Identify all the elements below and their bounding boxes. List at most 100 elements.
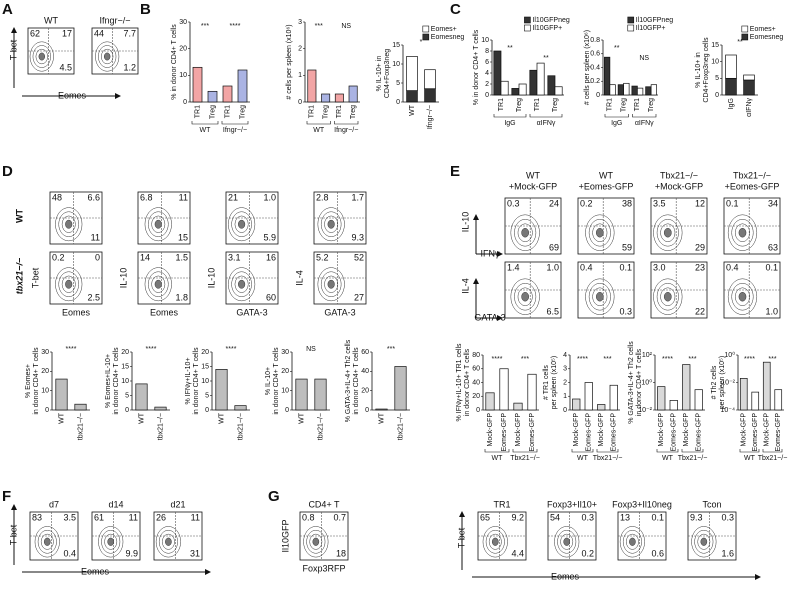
bar xyxy=(511,88,520,96)
contour xyxy=(660,223,676,242)
significance: NS xyxy=(639,55,649,62)
quadrant-value: 3.5 xyxy=(653,198,666,208)
legend-label: Il10GFP+ xyxy=(636,25,666,32)
bar xyxy=(657,386,666,411)
contour xyxy=(65,279,73,289)
plot-title: CD4+ T xyxy=(308,499,340,509)
y-tick-label: 10 xyxy=(711,59,719,66)
bar xyxy=(348,85,358,103)
y-tick-label: 5 xyxy=(125,392,129,399)
bar xyxy=(694,389,703,411)
y-tick-label: 4 xyxy=(563,352,567,359)
legend-label: Eomes+ xyxy=(750,26,776,33)
plot-title: Ifngr−/− xyxy=(99,15,130,25)
plot-title: Tbx21−/− xyxy=(733,170,771,180)
contour xyxy=(592,287,608,306)
x-tick-label: Mock-GFP xyxy=(741,413,748,447)
contour xyxy=(29,41,54,72)
contour xyxy=(55,207,83,242)
bar xyxy=(572,398,581,411)
quadrant-value: 1.8 xyxy=(175,292,188,302)
y-tick-label: 10⁻² xyxy=(638,407,652,414)
quadrant-value: 15 xyxy=(178,232,188,242)
significance: **** xyxy=(226,346,237,353)
quadrant-value: 0.4 xyxy=(580,262,593,272)
contour xyxy=(653,278,683,315)
plot-title: +Eomes-GFP xyxy=(725,181,780,191)
x-tick-label: Ifngr−/− xyxy=(427,105,434,129)
contour xyxy=(585,214,615,251)
quadrant-value: 6.5 xyxy=(546,306,559,316)
bar xyxy=(669,400,678,411)
contour xyxy=(40,533,54,550)
y-tick-label: 15 xyxy=(711,42,719,49)
axis-label: T-bet xyxy=(30,267,40,288)
contour xyxy=(622,529,642,554)
contour xyxy=(663,227,672,238)
quadrant-value: 0.1 xyxy=(619,262,632,272)
quadrant-value: 0 xyxy=(95,252,100,262)
x-tick-label: Mock-GFP xyxy=(683,413,690,447)
contour xyxy=(154,219,162,229)
x-tick-label: TR1 xyxy=(336,105,343,118)
quadrant-value: 18 xyxy=(336,548,346,558)
bar xyxy=(394,366,407,411)
contour xyxy=(557,529,577,554)
legend-label: Il10GFPneg xyxy=(636,17,673,24)
group-bracket xyxy=(191,121,219,125)
contour xyxy=(155,526,181,558)
bar xyxy=(234,405,247,411)
x-tick-label: Mock-GFP xyxy=(598,413,605,447)
axis-label: GATA-3 xyxy=(236,307,267,317)
bar xyxy=(645,86,652,96)
group-label: WT xyxy=(662,455,674,462)
contour xyxy=(35,48,48,65)
contour xyxy=(103,52,111,61)
axis-label: Eomes xyxy=(62,307,91,317)
axis-label: T-bet xyxy=(8,39,18,60)
y-tick-label: 30 xyxy=(281,349,289,356)
y-tick-label: 20 xyxy=(281,368,289,375)
y-axis-label: % IL-10+ xyxy=(265,367,272,395)
x-tick-label: Treg xyxy=(350,105,357,119)
y-tick-label: 10 xyxy=(179,72,187,79)
y-axis-label: # TR1 cells xyxy=(543,365,550,400)
plot-title: Foxp3+Il10neg xyxy=(612,499,672,509)
contour xyxy=(98,526,124,558)
contour xyxy=(596,291,604,302)
significance: *** xyxy=(521,356,529,363)
significance: *** xyxy=(768,356,776,363)
contour xyxy=(521,291,529,302)
y-tick-label: 8 xyxy=(485,48,489,55)
contour xyxy=(697,533,711,550)
group-label: Tbx21−/− xyxy=(678,455,708,462)
axis-label: Eomes xyxy=(81,566,110,576)
contour xyxy=(312,537,320,546)
contour xyxy=(234,275,249,293)
contour xyxy=(663,291,672,302)
y-tick-label: 0.8 xyxy=(590,37,600,44)
contour xyxy=(37,529,57,554)
y-tick-label: 10 xyxy=(392,61,400,68)
x-tick-label: WT xyxy=(58,412,65,424)
contour xyxy=(303,526,329,558)
quadrant-value: 0.3 xyxy=(721,512,734,522)
bar xyxy=(529,69,538,96)
x-tick-label: WT xyxy=(298,412,305,424)
contour xyxy=(101,48,114,65)
contour xyxy=(320,271,342,297)
bar xyxy=(135,383,148,411)
axis-label: GATA-3 xyxy=(324,307,355,317)
y-tick-label: 60 xyxy=(472,366,480,373)
x-tick-label: Eomes-GFP xyxy=(775,413,782,452)
bar xyxy=(762,361,771,411)
x-tick-label: tbx21−/− xyxy=(397,413,404,440)
contour xyxy=(104,533,118,550)
contour xyxy=(320,211,342,237)
quadrant-value: 11 xyxy=(179,192,188,202)
bar-segment xyxy=(725,54,737,79)
x-tick-label: Eomes-GFP xyxy=(671,413,678,452)
quadrant-value: 16 xyxy=(266,252,276,262)
bar xyxy=(609,84,616,96)
contour xyxy=(58,271,79,297)
